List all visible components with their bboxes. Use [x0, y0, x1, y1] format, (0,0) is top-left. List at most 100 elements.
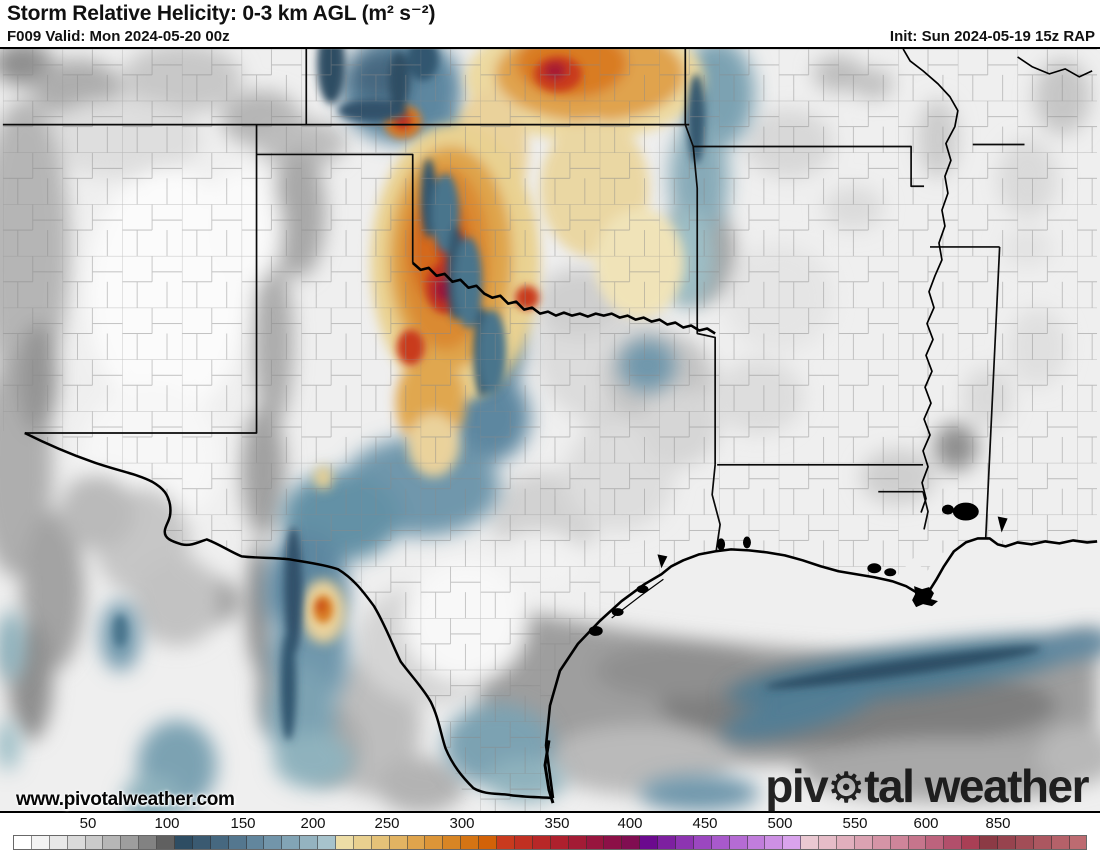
colorbar-cell	[157, 836, 176, 849]
colorbar-cell	[103, 836, 122, 849]
map-header: Storm Relative Helicity: 0-3 km AGL (m² …	[0, 0, 1100, 47]
colorbar-cells	[13, 835, 1087, 850]
colorbar-cell	[640, 836, 659, 849]
colorbar-tick-label: 50	[79, 815, 97, 832]
colorbar-cell	[497, 836, 515, 849]
colorbar-cell	[175, 836, 193, 849]
lakes-and-bays	[588, 502, 1008, 636]
border-newmexico-texas	[24, 124, 258, 434]
colorbar-cell	[1051, 836, 1070, 849]
colorbar-cell	[461, 836, 480, 849]
padre-island-barrier	[543, 740, 555, 804]
colorbar-cell	[962, 836, 981, 849]
colorbar-tick-label: 500	[767, 815, 793, 832]
colorbar-cell	[49, 836, 68, 849]
colorbar-cell	[854, 836, 873, 849]
colorbar-cell	[425, 836, 444, 849]
page-title: Storm Relative Helicity: 0-3 km AGL (m² …	[7, 2, 436, 25]
lake-pontchartrain	[952, 502, 979, 521]
colorbar-cell	[926, 836, 945, 849]
colorbar-cell	[264, 836, 283, 849]
colorbar-cell	[318, 836, 337, 849]
mississippi-river-border	[902, 49, 959, 513]
colorbar-tick-label: 150	[230, 815, 256, 832]
colorbar-cell	[836, 836, 855, 849]
border-texas-louisiana	[711, 464, 721, 552]
mobile-bay	[997, 516, 1008, 533]
logo-text-prefix: piv	[765, 760, 828, 812]
border-mississippi-alabama	[984, 246, 1001, 539]
colorbar-cell	[31, 836, 50, 849]
forecast-valid-label: F009 Valid: Mon 2024-05-20 00z	[7, 28, 230, 45]
colorbar-cell	[872, 836, 891, 849]
colorbar-cell	[1069, 836, 1087, 849]
logo-text-suffix: tal weather	[864, 760, 1089, 812]
ohio-river-border	[1017, 56, 1093, 78]
watermark-site-url: www.pivotalweather.com	[16, 789, 235, 810]
colorbar-cell	[568, 836, 587, 849]
colorbar-cell	[282, 836, 301, 849]
colorbar-cell	[192, 836, 211, 849]
colorbar-cell	[604, 836, 623, 849]
colorbar-tick-label: 250	[374, 815, 400, 832]
colorbar-cell	[228, 836, 247, 849]
colorbar-cell	[997, 836, 1016, 849]
colorbar-cell	[14, 836, 32, 849]
colorbar-cell	[658, 836, 676, 849]
galveston-bay	[657, 554, 668, 569]
colorbar-cell	[980, 836, 998, 849]
colorbar-cell	[67, 836, 86, 849]
colorbar-cell	[819, 836, 837, 849]
border-louisiana-mississippi	[878, 490, 929, 530]
colorbar-cell	[246, 836, 265, 849]
colorbar-cell	[675, 836, 694, 849]
colorbar-cell	[300, 836, 319, 849]
colorbar-cell	[586, 836, 605, 849]
gear-icon: ⚙	[827, 764, 865, 811]
border-oklahoma-arkansas-texas	[692, 146, 716, 465]
model-init-label: Init: Sun 2024-05-19 15z RAP	[889, 28, 1095, 45]
colorbar-tick-label: 450	[692, 815, 718, 832]
colorbar-cell	[371, 836, 390, 849]
colorbar-cell	[443, 836, 462, 849]
colorbar-cell	[407, 836, 426, 849]
mississippi-delta	[912, 586, 938, 608]
colorbar-cell	[550, 836, 569, 849]
pivotal-weather-logo: piv⚙tal weather	[765, 760, 1089, 812]
colorbar-tick-label: 300	[449, 815, 475, 832]
colorbar-cell	[1015, 836, 1034, 849]
colorbar-tick-label: 850	[985, 815, 1011, 832]
colorbar-legend: 50 100 150 200 250 300 350 400 450 500 550 600 850	[0, 813, 1100, 850]
colorbar-cell	[693, 836, 712, 849]
colorbar-cell	[622, 836, 641, 849]
colorbar-cell	[1033, 836, 1052, 849]
colorbar-cell	[479, 836, 498, 849]
colorbar-cell	[765, 836, 784, 849]
colorbar-cell	[85, 836, 104, 849]
colorbar-tick-label: 600	[913, 815, 939, 832]
colorbar-cell	[890, 836, 909, 849]
border-kansas-missouri	[684, 49, 695, 147]
red-river-border	[411, 261, 716, 335]
rio-grande-border	[24, 431, 554, 800]
map-image	[0, 47, 1100, 813]
colorbar-tick-label: 100	[154, 815, 180, 832]
colorbar-cell	[532, 836, 551, 849]
colorbar-cell	[514, 836, 533, 849]
map-canvas	[0, 49, 1100, 811]
border-oklahoma-texas-panhandle	[256, 153, 414, 263]
colorbar-cell	[944, 836, 963, 849]
border-missouri-arkansas-bootheel	[693, 145, 925, 188]
colorbar-tick-label: 550	[842, 815, 868, 832]
colorbar-cell	[389, 836, 408, 849]
colorbar-cell	[747, 836, 766, 849]
colorbar-cell	[353, 836, 372, 849]
colorbar-cell	[711, 836, 730, 849]
colorbar-tick-label: 350	[544, 815, 570, 832]
colorbar-cell	[908, 836, 927, 849]
colorbar-cell	[801, 836, 820, 849]
colorbar-cell	[121, 836, 140, 849]
colorbar-cell	[336, 836, 354, 849]
colorbar-cell	[210, 836, 229, 849]
